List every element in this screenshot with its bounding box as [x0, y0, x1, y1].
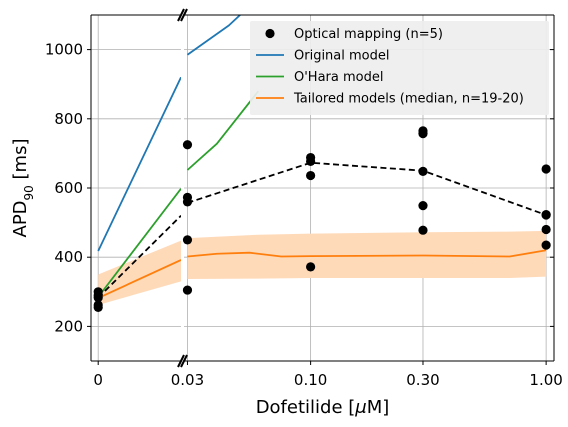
y-axis-label: APD90 [ms] [10, 139, 36, 238]
legend-label: Original model [294, 49, 389, 64]
y-tick-label: 400 [54, 248, 83, 266]
x-tick-label: 1.00 [529, 371, 562, 389]
data-point [182, 192, 193, 202]
tailored-models-median-n-19-20-line-left [97, 259, 181, 299]
data-point [541, 240, 551, 250]
data-point [182, 285, 193, 295]
data-point [93, 287, 103, 297]
x-tick-label: 0.30 [406, 371, 439, 389]
data-point [541, 164, 551, 174]
data-point [418, 201, 428, 211]
data-point [182, 235, 193, 245]
y-tick-label: 800 [54, 110, 83, 128]
data-point [182, 140, 193, 150]
data-point [93, 300, 103, 310]
mean-line-line-right [187, 161, 547, 216]
legend-label: Optical mapping (n=5) [294, 27, 443, 42]
y-tick-label: 600 [54, 179, 83, 197]
original-model-line-right [186, 15, 242, 56]
x-tick-label: 0.10 [294, 371, 327, 389]
data-point [418, 166, 428, 176]
mean-line-line-left [97, 215, 181, 299]
tick-labels: 200 400 600 800 1000 0 0.03 0.10 0.30 1.00 [45, 41, 563, 389]
legend-label: Tailored models (median, n=19-20) [293, 92, 524, 107]
series-lines [97, 15, 547, 299]
axis-break-mark [177, 8, 185, 22]
legend-label: O'Hara model [294, 70, 383, 85]
legend-box [250, 21, 549, 115]
data-point [541, 224, 551, 235]
data-point [541, 210, 551, 220]
original-model-line-left [97, 76, 181, 252]
x-axis-label: Dofetilide [μM] [256, 397, 390, 418]
axis-break-mark [180, 8, 188, 22]
axis-break-mark [180, 354, 188, 368]
data-point [306, 262, 316, 272]
data-point [306, 152, 316, 163]
tailored-models-median-n-19-20-line-right [187, 249, 547, 258]
axes-frame [87, 8, 555, 368]
o-hara-model-line-right [186, 90, 260, 171]
tailored-band-left [98, 240, 181, 305]
scatter-points [93, 126, 551, 312]
legend-marker [265, 28, 275, 39]
data-point [418, 126, 428, 136]
y-tick-label: 200 [54, 317, 83, 335]
data-point [306, 170, 316, 181]
o-hara-model-line-left [97, 188, 181, 298]
x-tick-label: 0.03 [171, 371, 204, 389]
y-tick-label: 1000 [45, 41, 83, 59]
data-point [418, 225, 428, 235]
x-tick-label: 0 [93, 371, 103, 389]
axis-break-mark [177, 354, 185, 368]
legend: Optical mapping (n=5) Original model O'Har… [250, 21, 549, 115]
